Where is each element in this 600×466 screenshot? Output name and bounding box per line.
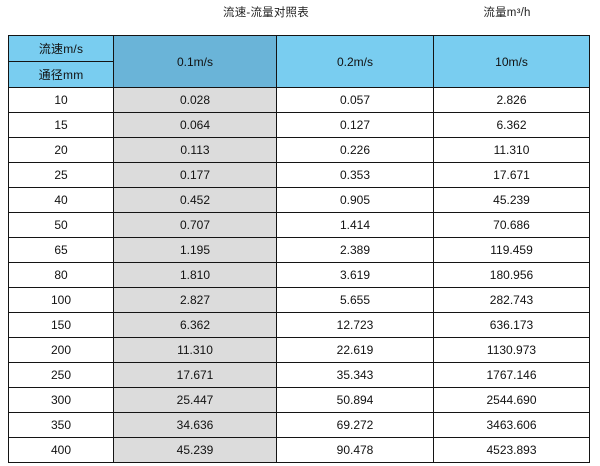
cell-flow-value: 50.894 bbox=[276, 387, 434, 413]
comparison-table-wrapper: 流速m/s 0.1m/s 0.2m/s 10m/s 通径mm 10 0.028 0.… bbox=[8, 35, 590, 463]
cell-flow-value: 2.827 bbox=[113, 287, 277, 313]
table-row: 300 25.447 50.894 2544.690 bbox=[8, 387, 590, 413]
column-header-speed-1: 0.1m/s bbox=[113, 35, 277, 88]
cell-nominal-diameter: 15 bbox=[8, 112, 114, 138]
cell-flow-value: 11.310 bbox=[113, 337, 277, 363]
cell-flow-value: 22.619 bbox=[276, 337, 434, 363]
cell-flow-value: 45.239 bbox=[113, 437, 277, 463]
cell-flow-value: 119.459 bbox=[433, 237, 590, 263]
cell-nominal-diameter: 80 bbox=[8, 262, 114, 288]
cell-flow-value: 70.686 bbox=[433, 212, 590, 238]
cell-nominal-diameter: 40 bbox=[8, 187, 114, 213]
table-row: 20 0.113 0.226 11.310 bbox=[8, 137, 590, 163]
cell-flow-value: 17.671 bbox=[113, 362, 277, 388]
column-header-speed-3: 10m/s bbox=[433, 35, 590, 88]
cell-nominal-diameter: 20 bbox=[8, 137, 114, 163]
cell-flow-value: 0.707 bbox=[113, 212, 277, 238]
cell-nominal-diameter: 400 bbox=[8, 437, 114, 463]
cell-flow-value: 0.353 bbox=[276, 162, 434, 188]
column-header-speed-2: 0.2m/s bbox=[276, 35, 434, 88]
cell-flow-value: 0.226 bbox=[276, 137, 434, 163]
cell-flow-value: 0.905 bbox=[276, 187, 434, 213]
cell-flow-value: 0.177 bbox=[113, 162, 277, 188]
cell-flow-value: 1767.146 bbox=[433, 362, 590, 388]
cell-flow-value: 636.173 bbox=[433, 312, 590, 338]
table-row: 40 0.452 0.905 45.239 bbox=[8, 187, 590, 213]
cell-flow-value: 0.028 bbox=[113, 87, 277, 113]
cell-flow-value: 1.414 bbox=[276, 212, 434, 238]
cell-flow-value: 12.723 bbox=[276, 312, 434, 338]
cell-flow-value: 69.272 bbox=[276, 412, 434, 438]
flow-velocity-table: 流速m/s 0.1m/s 0.2m/s 10m/s 通径mm 10 0.028 0.… bbox=[8, 35, 590, 463]
corner-header-velocity: 流速m/s bbox=[8, 35, 114, 62]
flow-unit-label: 流量m³/h bbox=[483, 7, 531, 19]
table-header-row-bottom: 通径mm bbox=[8, 61, 590, 88]
table-row: 350 34.636 69.272 3463.606 bbox=[8, 412, 590, 438]
cell-flow-value: 0.127 bbox=[276, 112, 434, 138]
cell-flow-value: 3463.606 bbox=[433, 412, 590, 438]
cell-flow-value: 6.362 bbox=[433, 112, 590, 138]
cell-nominal-diameter: 50 bbox=[8, 212, 114, 238]
table-row: 150 6.362 12.723 636.173 bbox=[8, 312, 590, 338]
cell-flow-value: 11.310 bbox=[433, 137, 590, 163]
cell-flow-value: 45.239 bbox=[433, 187, 590, 213]
cell-flow-value: 90.478 bbox=[276, 437, 434, 463]
table-row: 25 0.177 0.353 17.671 bbox=[8, 162, 590, 188]
table-row: 50 0.707 1.414 70.686 bbox=[8, 212, 590, 238]
cell-flow-value: 3.619 bbox=[276, 262, 434, 288]
table-row: 80 1.810 3.619 180.956 bbox=[8, 262, 590, 288]
cell-nominal-diameter: 10 bbox=[8, 87, 114, 113]
cell-flow-value: 25.447 bbox=[113, 387, 277, 413]
cell-flow-value: 17.671 bbox=[433, 162, 590, 188]
cell-flow-value: 2.826 bbox=[433, 87, 590, 113]
caption-strip: 流速-流量对照表 流量m³/h bbox=[0, 0, 600, 34]
cell-flow-value: 2.389 bbox=[276, 237, 434, 263]
cell-flow-value: 6.362 bbox=[113, 312, 277, 338]
cell-nominal-diameter: 250 bbox=[8, 362, 114, 388]
corner-header-diameter: 通径mm bbox=[8, 61, 114, 88]
table-header-row-top: 流速m/s 0.1m/s 0.2m/s 10m/s bbox=[8, 35, 590, 88]
cell-nominal-diameter: 350 bbox=[8, 412, 114, 438]
table-row: 65 1.195 2.389 119.459 bbox=[8, 237, 590, 263]
cell-flow-value: 35.343 bbox=[276, 362, 434, 388]
table-row: 15 0.064 0.127 6.362 bbox=[8, 112, 590, 138]
cell-flow-value: 0.057 bbox=[276, 87, 434, 113]
chart-title: 流速-流量对照表 bbox=[223, 7, 309, 19]
cell-flow-value: 0.113 bbox=[113, 137, 277, 163]
cell-flow-value: 0.064 bbox=[113, 112, 277, 138]
cell-nominal-diameter: 100 bbox=[8, 287, 114, 313]
cell-nominal-diameter: 150 bbox=[8, 312, 114, 338]
table-row: 10 0.028 0.057 2.826 bbox=[8, 87, 590, 113]
cell-flow-value: 4523.893 bbox=[433, 437, 590, 463]
cell-nominal-diameter: 300 bbox=[8, 387, 114, 413]
cell-flow-value: 2544.690 bbox=[433, 387, 590, 413]
cell-flow-value: 0.452 bbox=[113, 187, 277, 213]
table-row: 250 17.671 35.343 1767.146 bbox=[8, 362, 590, 388]
cell-nominal-diameter: 200 bbox=[8, 337, 114, 363]
cell-flow-value: 5.655 bbox=[276, 287, 434, 313]
cell-flow-value: 1.195 bbox=[113, 237, 277, 263]
cell-flow-value: 34.636 bbox=[113, 412, 277, 438]
table-body: 流速m/s 0.1m/s 0.2m/s 10m/s 通径mm 10 0.028 0.… bbox=[8, 35, 590, 463]
cell-flow-value: 282.743 bbox=[433, 287, 590, 313]
cell-flow-value: 1130.973 bbox=[433, 337, 590, 363]
cell-flow-value: 180.956 bbox=[433, 262, 590, 288]
cell-nominal-diameter: 65 bbox=[8, 237, 114, 263]
cell-flow-value: 1.810 bbox=[113, 262, 277, 288]
table-row: 200 11.310 22.619 1130.973 bbox=[8, 337, 590, 363]
table-row: 100 2.827 5.655 282.743 bbox=[8, 287, 590, 313]
cell-nominal-diameter: 25 bbox=[8, 162, 114, 188]
table-row: 400 45.239 90.478 4523.893 bbox=[8, 437, 590, 463]
